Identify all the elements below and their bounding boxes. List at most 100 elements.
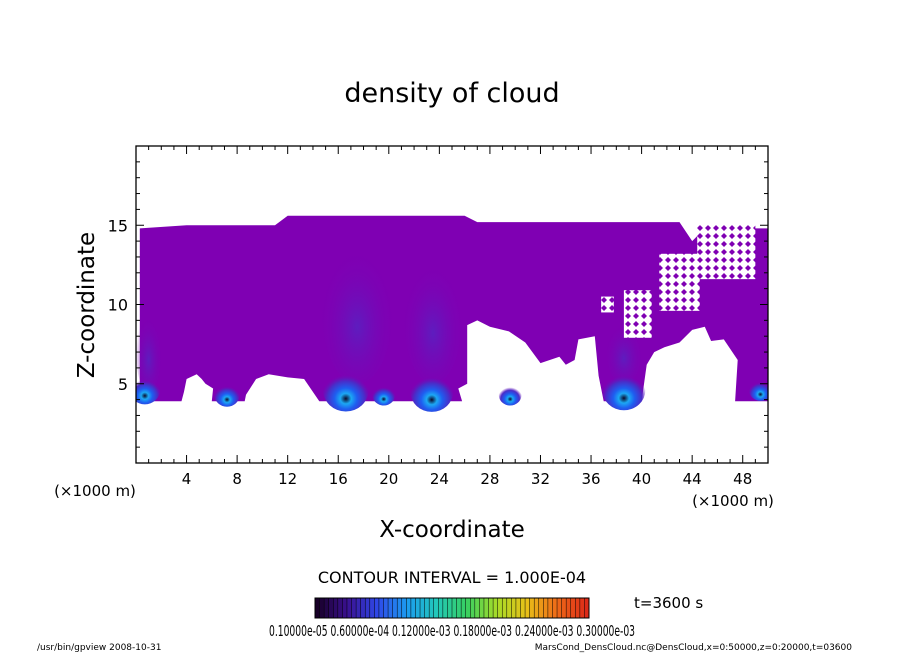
x-axis-ticks: 4 8 12 16 20 24 28 32 36 40 44 48 [148,146,756,488]
colorbar-cell [470,598,476,618]
colorbar-cell [401,598,407,618]
colorbar-cell [337,598,343,618]
x-tick-label: 44 [683,470,702,488]
contour-interval: CONTOUR INTERVAL = 1.000E-04 [318,568,586,587]
colorbar-cell [429,598,435,618]
colorbar-cell [552,598,558,618]
x-tick-label: 8 [232,470,242,488]
plume-0 [321,241,393,384]
time-label: t=3600 s [634,594,703,612]
colorbar-cell [534,598,540,618]
colorbar-cell [447,598,453,618]
colorbar-cell [383,598,389,618]
cloud-core-4 [410,371,454,412]
colorbar-cell [415,598,421,618]
colorbar-cell [570,598,576,618]
colorbar-cell [479,598,485,618]
colorbar-cell [360,598,366,618]
colorbar-cell [557,598,562,618]
colorbar-cell [566,598,572,618]
colorbar-cell [438,598,444,618]
cloud-core-5 [498,384,522,406]
colorbar-cell [346,598,352,618]
colorbar-cell [452,598,457,618]
colorbar-cell [369,598,375,618]
sparse-patch-3 [601,296,614,313]
colorbar-cell [351,598,357,618]
colorbar-cell [388,598,393,618]
plot-area [136,215,768,412]
footer-left: /usr/bin/gpview 2008-10-31 [37,643,161,653]
colorbar-cell [547,598,553,618]
colorbar-cell [579,598,585,618]
colorbar-cell [315,598,320,618]
colorbar-cell [488,598,494,618]
colorbar [314,598,590,618]
colorbar-cell [461,598,466,618]
colorbar-cell [424,598,430,618]
footer-right: MarsCond_DensCloud.nc@DensCloud,x=0:5000… [535,643,852,653]
colorbar-cell [420,598,425,618]
colorbar-cell [474,598,480,618]
x-tick-label: 28 [480,470,499,488]
colorbar-cell [374,598,380,618]
colorbar-cell [575,598,581,618]
colorbar-cell [584,598,590,618]
cloud-core-7 [749,379,768,401]
colorbar-cell [328,598,334,618]
x-tick-label: 20 [379,470,398,488]
colorbar-cell [511,598,517,618]
colorbar-cell [324,598,329,618]
sparse-cloud-holes [601,225,756,338]
colorbar-cell [456,598,462,618]
y-tick-label: 10 [108,296,128,315]
colorbar-cell [333,598,339,618]
cloud-core-2 [323,368,369,412]
plume-1 [403,256,463,384]
colorbar-cell [365,598,371,618]
x-tick-label: 16 [329,470,348,488]
cloud-core-6 [602,369,646,411]
colorbar-cell [392,598,398,618]
x-tick-label: 32 [531,470,550,488]
colorbar-cell [410,598,416,618]
colorbar-cell [561,598,567,618]
colorbar-labels: 0.10000e-05 0.60000e-04 0.12000e-03 0.18… [269,622,635,640]
x-unit-right: (×1000 m) [692,492,774,510]
colorbar-cell [497,598,503,618]
colorbar-cell [342,598,348,618]
x-axis-label: X-coordinate [379,517,525,543]
cloud-core-0 [136,375,161,405]
x-tick-label: 24 [430,470,449,488]
colorbar-cell [319,598,325,618]
y-axis-ticks: 5 10 15 [108,161,768,448]
cloud-cores [136,368,768,412]
sparse-patch-1 [659,253,700,311]
dense-plumes [136,241,642,392]
colorbar-cell [520,598,526,618]
colorbar-cell [397,598,403,618]
x-unit-left: (×1000 m) [54,482,136,500]
colorbar-cell [483,598,489,618]
colorbar-cell [433,598,439,618]
x-tick-label: 4 [182,470,192,488]
colorbar-cell [356,598,361,618]
colorbar-cell [465,598,471,618]
y-tick-label: 15 [108,216,128,235]
colorbar-cell [502,598,508,618]
x-tick-label: 12 [278,470,297,488]
cloud-core-1 [214,382,240,407]
colorbar-cell [506,598,512,618]
colorbar-cell [525,598,530,618]
colorbar-cell [406,598,412,618]
x-tick-label: 40 [632,470,651,488]
colorbar-cell [529,598,535,618]
colorbar-frame [314,597,590,619]
chart-title: density of cloud [344,78,559,109]
plume-2 [136,312,162,392]
colorbar-cell [442,598,448,618]
y-axis-label: Z-coordinate [74,232,100,378]
colorbar-cell [378,598,384,618]
colorbar-cell [543,598,549,618]
sparse-patch-0 [623,290,652,338]
